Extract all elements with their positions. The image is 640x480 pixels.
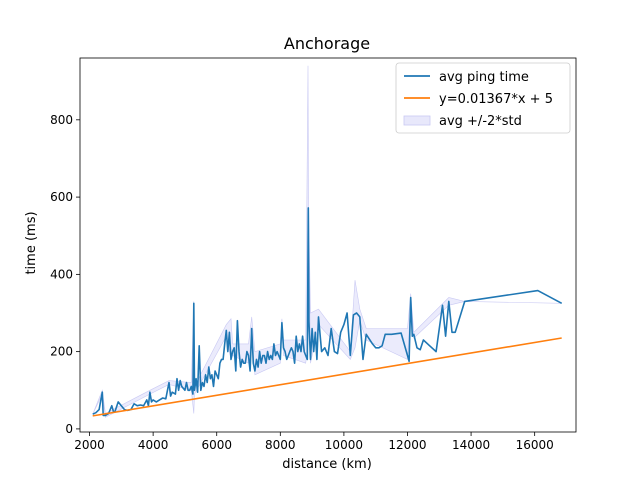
- legend-label: avg +/-2*std: [439, 114, 522, 129]
- plot-series: [92, 65, 563, 418]
- axes: 2000 4000 6000 8000 10000 12000 14000 16000 0 200…: [50, 57, 577, 452]
- legend-label: avg ping time: [439, 70, 529, 85]
- x-tick-label: 8000: [265, 438, 296, 452]
- legend-swatch-band: [403, 115, 431, 126]
- series-line-avg-ping-time: [92, 207, 563, 417]
- y-tick-label: 600: [50, 190, 73, 204]
- axes-frame: [79, 57, 577, 433]
- legend: avg ping time y=0.01367*x + 5 avg +/-2*std: [395, 62, 571, 134]
- legend-box: [395, 62, 571, 134]
- x-tick-label: 2000: [74, 438, 105, 452]
- y-tick-label: 400: [50, 267, 73, 281]
- x-tick-label: 4000: [138, 438, 169, 452]
- legend-label: y=0.01367*x + 5: [439, 92, 553, 107]
- x-tick-label: 12000: [388, 438, 426, 452]
- x-tick-label: 14000: [452, 438, 490, 452]
- y-tick-label: 200: [50, 345, 73, 359]
- chart-title: Anchorage: [284, 34, 370, 53]
- y-tick-label: 800: [50, 113, 73, 127]
- y-axis-label: time (ms): [24, 211, 39, 274]
- series-line-fit: [92, 337, 562, 417]
- x-tick-label: 6000: [201, 438, 232, 452]
- x-tick-label: 10000: [325, 438, 363, 452]
- plot-area: [92, 65, 563, 418]
- x-tick-label: 16000: [516, 438, 554, 452]
- x-axis-label: distance (km): [282, 457, 372, 472]
- y-tick-label: 0: [65, 422, 73, 436]
